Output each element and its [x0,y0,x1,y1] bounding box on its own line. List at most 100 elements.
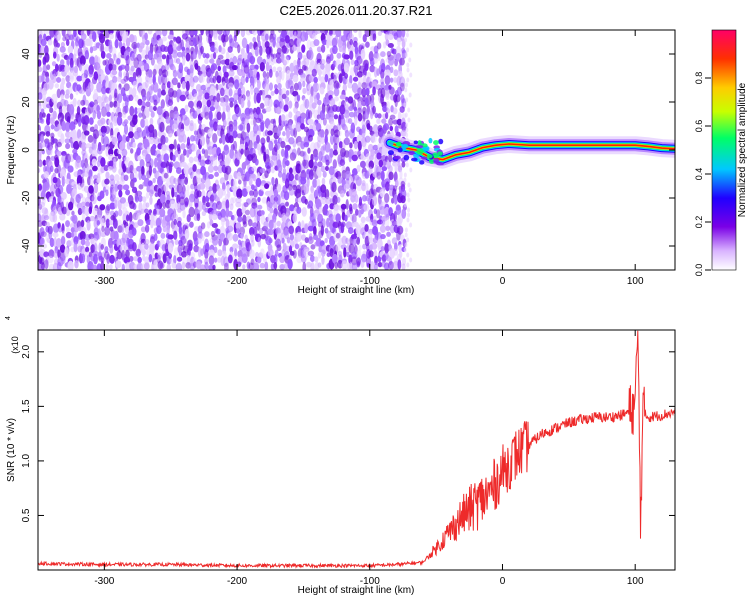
noise-cell [371,195,378,207]
noise-cell [180,178,185,186]
noise-cell [160,154,165,161]
noise-cell [212,183,218,194]
noise-cell [211,222,218,229]
noise-cell [209,58,215,64]
noise-cell [188,193,196,203]
noise-cell [227,232,233,241]
noise-cell [335,106,341,113]
noise-cell [208,255,215,266]
noise-cell [101,144,106,151]
noise-cell [52,232,59,238]
noise-cell [149,117,154,126]
noise-cell [368,125,373,132]
noise-cell [64,64,70,73]
noise-cell [98,242,102,253]
noise-cell [63,99,69,107]
noise-cell [320,44,326,53]
noise-cell [208,33,213,45]
noise-cell [256,256,262,264]
noise-cell [264,33,269,41]
noise-cell [351,262,358,270]
noise-cell [127,115,134,121]
noise-cell [84,99,89,106]
noise-cell [188,200,193,208]
signal-blob [416,148,424,155]
noise-cell [260,210,265,216]
noise-cell [56,71,61,77]
noise-cell [326,38,330,49]
noise-cell [288,225,295,235]
noise-cell [295,197,299,204]
noise-cell [73,69,78,77]
noise-cell [234,248,238,257]
noise-cell [363,203,370,212]
noise-cell [212,264,216,270]
noise-cell [193,237,199,247]
noise-cell [152,177,156,184]
snr-scale-label: (x10 [10,336,20,354]
noise-cell [66,56,70,67]
noise-cell [308,159,314,169]
noise-cell [248,262,255,270]
noise-cell [179,94,186,102]
noise-cell [316,92,320,101]
noise-cell [52,73,57,84]
noise-cell [131,242,137,252]
noise-cell [64,247,69,258]
noise-cell [405,97,409,103]
noise-cell [188,156,194,164]
noise-cell [320,145,325,156]
noise-cell [168,163,173,174]
noise-cell [344,214,348,222]
noise-cell [198,153,202,163]
noise-cell [377,31,383,37]
noise-cell [159,208,166,218]
noise-cell [145,192,150,199]
noise-cell [41,196,46,205]
noise-cell [175,167,182,175]
noise-cell [259,62,265,72]
noise-cell [344,109,350,119]
noise-cell [171,213,178,220]
noise-cell [160,232,166,239]
noise-cell [60,59,65,66]
noise-cell [360,208,364,215]
noise-cell [338,141,343,149]
noise-cell [199,182,206,190]
noise-cell [112,75,118,84]
noise-cell [133,222,139,229]
noise-cell [361,182,367,192]
x-tick-label: -200 [227,576,247,587]
noise-cell [161,83,166,91]
noise-cell [124,63,130,72]
noise-cell [38,151,42,162]
noise-cell [58,227,63,233]
noise-cell [261,196,268,204]
noise-cell [193,30,198,36]
noise-cell [79,230,86,241]
noise-cell [197,246,202,258]
noise-cell [288,111,293,119]
noise-cell [349,67,355,78]
noise-cell [221,217,225,227]
noise-cell [268,202,273,209]
noise-cell [85,201,90,208]
noise-cell [380,246,385,252]
noise-cell [303,141,310,148]
noise-cell [329,98,336,107]
noise-cell [270,90,275,96]
noise-cell [213,165,219,172]
noise-cell [43,171,50,178]
noise-cell [94,124,99,131]
noise-cell [38,183,43,192]
noise-cell [169,259,174,265]
noise-cell [197,94,202,101]
noise-cell [87,135,94,143]
noise-cell [307,110,313,119]
noise-cell [384,217,390,228]
noise-cell [128,56,134,66]
noise-cell [67,165,74,173]
noise-cell [251,30,258,36]
noise-cell [200,129,205,137]
noise-cell [241,86,246,96]
